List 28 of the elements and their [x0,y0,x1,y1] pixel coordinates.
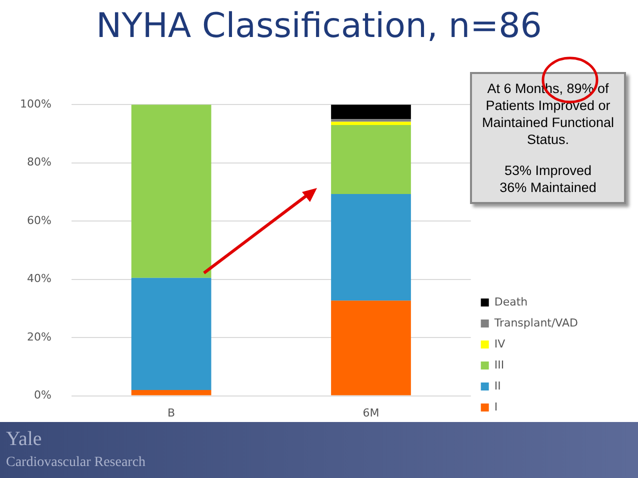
y-tick-label: 20% [26,330,52,344]
text: Cardiovascular Research [6,455,146,471]
x-tick-label: 6M [362,406,380,420]
bar [131,104,212,278]
bar [331,194,411,301]
legend-label: III [494,358,504,372]
y-tick-label: 100% [20,97,52,110]
y-tick-label: 40% [26,272,52,286]
y-tick-label: 60% [26,214,52,227]
x-tick-label: B [168,406,176,420]
bar [331,119,411,122]
y-tick-label: 80% [26,156,52,169]
legend-label: Death [494,295,528,308]
legend-label: IV [494,337,506,350]
bar [131,390,212,396]
chart-title: NYHA Classification, n=86 [95,6,543,46]
bar [131,278,212,390]
legend-label: I [494,400,498,414]
legend-label: Transplant/VAD [493,316,578,330]
text: 53% Improved [503,162,593,179]
bar [331,124,411,194]
bar [331,300,411,396]
bar [331,104,411,120]
y-tick-label: 0% [34,388,52,402]
legend-label: II [494,379,501,392]
bar [331,122,411,125]
text: Yale [6,428,42,451]
text: 36% Maintained [498,179,598,196]
